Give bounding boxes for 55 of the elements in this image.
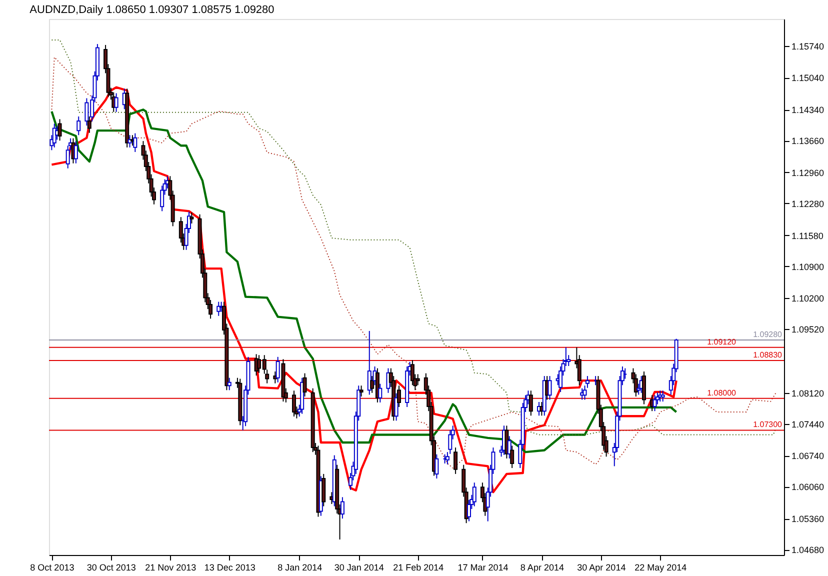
x-tick-label: 8 Apr 2014 — [520, 562, 564, 572]
ref-line-label: 1.09280 — [753, 330, 783, 340]
candlestick — [74, 140, 78, 164]
x-tick-label: 30 Apr 2014 — [577, 562, 626, 572]
ref-line-label: 1.08830 — [753, 350, 783, 360]
y-tick-label: 1.10900 — [792, 262, 824, 272]
y-tick-label: 1.07440 — [792, 419, 824, 430]
chart-title: AUDNZD,Daily 1.08650 1.09307 1.08575 1.09280 — [30, 4, 274, 16]
candlestick — [467, 499, 471, 522]
candlestick — [76, 116, 81, 136]
x-tick-label: 22 May 2014 — [634, 562, 687, 572]
y-tick-label: 1.15040 — [792, 73, 824, 84]
x-tick-label: 13 Dec 2013 — [204, 562, 256, 572]
ref-line-label: 1.08000 — [707, 388, 737, 398]
candlestick — [507, 436, 512, 459]
candlestick — [359, 385, 364, 398]
y-tick-label: 1.06060 — [792, 482, 824, 492]
candlestick — [227, 377, 232, 391]
x-tick-label: 17 Mar 2014 — [458, 562, 508, 572]
ref-line-label: 1.07300 — [753, 420, 783, 430]
candlestick — [642, 370, 646, 405]
y-tick-label: 1.12960 — [792, 168, 824, 178]
candlestick — [292, 390, 296, 418]
line-series — [50, 86, 678, 494]
y-tick-label: 1.06740 — [792, 451, 824, 462]
candlestick — [472, 482, 476, 507]
candlestick — [340, 496, 344, 520]
candlestick — [378, 383, 382, 403]
candlestick — [273, 370, 278, 384]
ref-line-label: 1.09120 — [707, 337, 737, 346]
candlestick — [454, 447, 458, 474]
x-tick-label: 21 Nov 2013 — [145, 562, 196, 572]
candlestick — [190, 212, 194, 224]
candlestick — [87, 116, 92, 134]
x-tick-label: 30 Oct 2013 — [86, 562, 136, 572]
candlestick — [216, 301, 221, 316]
candlestick — [510, 445, 514, 469]
candlestick — [434, 454, 439, 479]
x-tick-label: 8 Jan 2014 — [278, 562, 322, 572]
candlestick — [652, 394, 657, 412]
y-tick-label: 1.15740 — [792, 41, 824, 52]
y-tick-label: 1.05360 — [792, 514, 824, 524]
candlestick — [416, 374, 420, 386]
y-tick-label: 1.14340 — [792, 105, 824, 116]
y-tick-label: 1.11580 — [792, 230, 824, 241]
y-tick-label: 1.08120 — [792, 388, 824, 398]
x-tick-label: 21 Feb 2014 — [393, 562, 444, 572]
y-tick-label: 1.13660 — [792, 136, 824, 146]
y-tick-label: 1.09520 — [792, 324, 824, 335]
x-tick-label: 8 Oct 2013 — [30, 562, 74, 572]
candlestick — [302, 372, 307, 398]
x-tick-label: 30 Jan 2014 — [334, 562, 384, 572]
y-tick-label: 1.04680 — [792, 545, 824, 556]
y-tick-label: 1.12280 — [792, 198, 824, 209]
y-tick-label: 1.10200 — [792, 294, 824, 304]
